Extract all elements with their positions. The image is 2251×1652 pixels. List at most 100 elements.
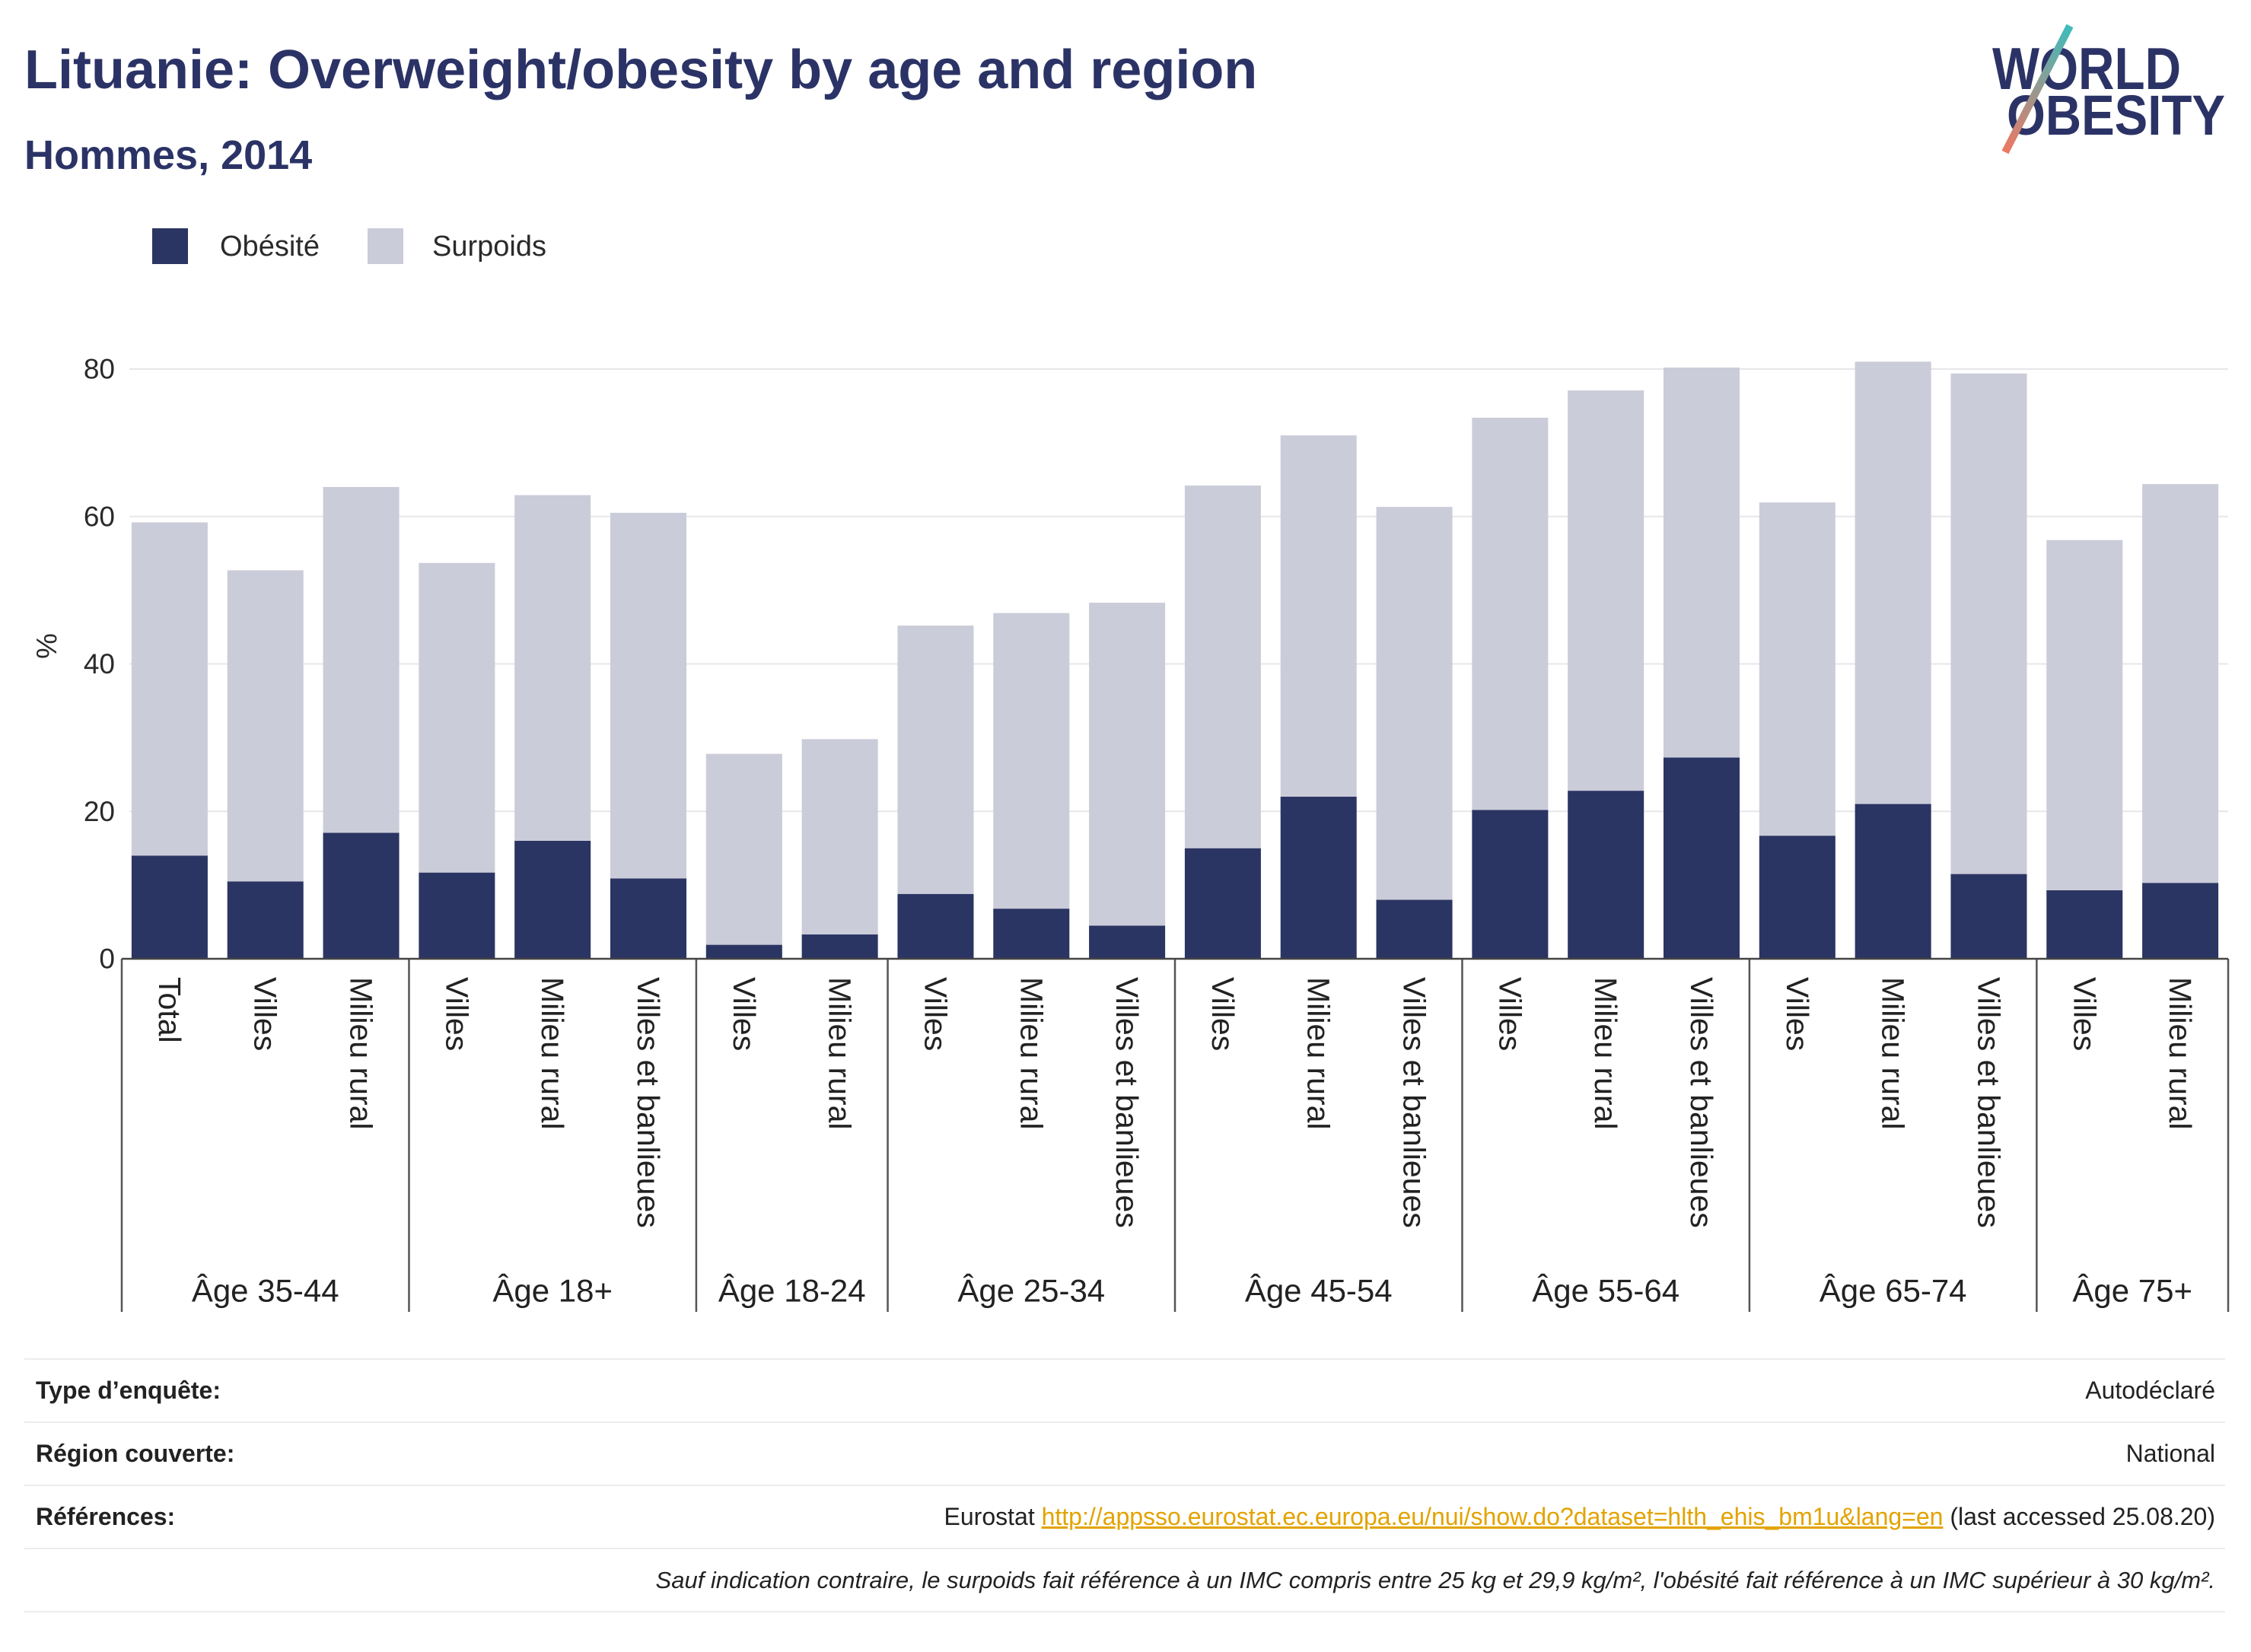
x-category-label: Milieu rural xyxy=(1014,977,1049,1130)
references-label: Références: xyxy=(36,1503,176,1530)
x-category-label: Milieu rural xyxy=(823,977,858,1130)
x-category-label: Villes xyxy=(1205,977,1240,1051)
legend-item-obesite[interactable]: Obésité xyxy=(152,228,320,264)
stacked-bar-chart: Obésité Surpoids % 0 20 40 60 80 Total Villes M… xyxy=(31,228,2230,1312)
x-group-label: Âge 65-74 xyxy=(1820,1273,1967,1309)
definition-note-row: Sauf indication contraire, le surpoids f… xyxy=(24,1548,2225,1612)
x-category-label: Milieu rural xyxy=(2163,977,2198,1130)
x-category-label: Villes xyxy=(2067,977,2102,1051)
overweight-bar xyxy=(1280,435,1357,797)
obesity-bar xyxy=(2142,883,2219,959)
reference-link[interactable]: http://appsso.eurostat.ec.europa.eu/nui/… xyxy=(1041,1503,1944,1530)
legend-swatch-obesite xyxy=(152,228,188,264)
x-category-label: Milieu rural xyxy=(1876,977,1911,1130)
x-category-label: Villes et banlieues xyxy=(1397,977,1432,1228)
legend-label-surpoids: Surpoids xyxy=(432,231,546,263)
x-category-label: Milieu rural xyxy=(1588,977,1623,1130)
obesity-bar xyxy=(1568,791,1644,959)
obesity-bar xyxy=(993,909,1070,959)
references-row: Références: Eurostat http://appsso.euros… xyxy=(24,1485,2225,1548)
x-category-label: Villes xyxy=(439,977,474,1051)
x-category-label: Villes xyxy=(1492,977,1527,1051)
reference-accessed: (last accessed 25.08.20) xyxy=(1950,1503,2215,1530)
overweight-bar xyxy=(705,753,782,945)
survey-type-label: Type d’enquête: xyxy=(36,1377,221,1404)
region-row: Région couverte: National xyxy=(24,1421,2225,1485)
overweight-bar xyxy=(610,512,687,879)
x-category-label: Villes xyxy=(248,977,283,1051)
legend-item-surpoids[interactable]: Surpoids xyxy=(368,228,546,264)
axis-layer: 0 20 40 60 80 Total Villes Milieu rural Âge 35-4… xyxy=(84,354,2230,1312)
obesity-bar xyxy=(801,934,878,959)
overweight-bar xyxy=(897,625,974,894)
overweight-bar xyxy=(993,613,1070,909)
overweight-bar xyxy=(801,739,878,935)
survey-type-value: Autodéclaré xyxy=(2085,1377,2215,1404)
x-category-label: Milieu rural xyxy=(535,977,570,1130)
info-table: Type d’enquête: Autodéclaré Région couve… xyxy=(24,1358,2225,1612)
y-tick-label: 40 xyxy=(84,648,115,680)
overweight-bar xyxy=(1376,507,1453,900)
x-category-label: Villes xyxy=(918,977,953,1051)
bar-layer xyxy=(131,361,2219,959)
overweight-bar xyxy=(1568,390,1644,791)
overweight-bar xyxy=(227,570,304,882)
x-category-label: Milieu rural xyxy=(1301,977,1336,1130)
legend: Obésité Surpoids xyxy=(152,228,546,264)
overweight-bar xyxy=(2142,484,2219,883)
references-value: Eurostat http://appsso.eurostat.ec.europ… xyxy=(944,1503,2215,1531)
overweight-bar xyxy=(419,562,495,873)
obesity-bar xyxy=(2046,890,2123,959)
obesity-bar xyxy=(514,841,591,959)
x-group-label: Âge 55-64 xyxy=(1532,1273,1679,1309)
x-category-label: Villes et banlieues xyxy=(1971,977,2006,1228)
definition-note: Sauf indication contraire, le surpoids f… xyxy=(655,1566,2215,1593)
obesity-bar xyxy=(419,872,495,959)
obesity-bar xyxy=(897,893,974,959)
y-tick-label: 80 xyxy=(84,354,115,385)
overweight-bar xyxy=(1089,603,1166,926)
obesity-bar xyxy=(227,881,304,959)
overweight-bar xyxy=(1759,502,1836,836)
overweight-bar xyxy=(131,522,208,856)
x-category-label: Milieu rural xyxy=(344,977,379,1130)
survey-type-row: Type d’enquête: Autodéclaré xyxy=(24,1358,2225,1421)
x-group-label: Âge 18-24 xyxy=(718,1273,866,1309)
overweight-bar xyxy=(1950,373,2027,874)
obesity-bar xyxy=(705,944,782,959)
world-obesity-logo: WORLD OBESITY xyxy=(1992,24,2225,154)
x-category-label: Total xyxy=(152,977,187,1043)
x-category-label: Villes et banlieues xyxy=(1684,977,1719,1228)
x-group-label: Âge 25-34 xyxy=(957,1273,1105,1309)
obesity-bar xyxy=(1376,899,1453,959)
obesity-bar xyxy=(131,855,208,959)
obesity-bar xyxy=(1184,848,1261,959)
obesity-bar xyxy=(1855,804,1931,959)
obesity-bar xyxy=(1280,796,1357,959)
overweight-bar xyxy=(1184,485,1261,848)
x-group-label: Âge 18+ xyxy=(492,1273,613,1309)
obesity-bar xyxy=(1950,874,2027,959)
region-value: National xyxy=(2125,1440,2215,1467)
obesity-bar xyxy=(323,832,400,959)
obesity-bar xyxy=(1663,757,1740,959)
obesity-bar xyxy=(1759,836,1836,959)
x-group-label: Âge 35-44 xyxy=(192,1273,339,1309)
y-tick-label: 0 xyxy=(99,944,115,975)
x-category-label: Villes xyxy=(727,977,762,1051)
overweight-bar xyxy=(514,495,591,841)
overweight-bar xyxy=(323,487,400,833)
overweight-bar xyxy=(1663,368,1740,758)
obesity-bar xyxy=(1089,925,1166,959)
overweight-bar xyxy=(2046,540,2123,890)
obesity-bar xyxy=(610,878,687,959)
x-group-label: Âge 75+ xyxy=(2072,1273,2192,1309)
reference-source: Eurostat xyxy=(944,1503,1035,1530)
x-group-label: Âge 45-54 xyxy=(1245,1273,1393,1309)
y-axis-title: % xyxy=(31,633,63,659)
y-tick-label: 20 xyxy=(84,796,115,827)
legend-label-obesite: Obésité xyxy=(220,231,320,263)
logo-slash xyxy=(2001,24,2074,154)
obesity-bar xyxy=(1472,810,1549,959)
y-tick-label: 60 xyxy=(84,501,115,532)
